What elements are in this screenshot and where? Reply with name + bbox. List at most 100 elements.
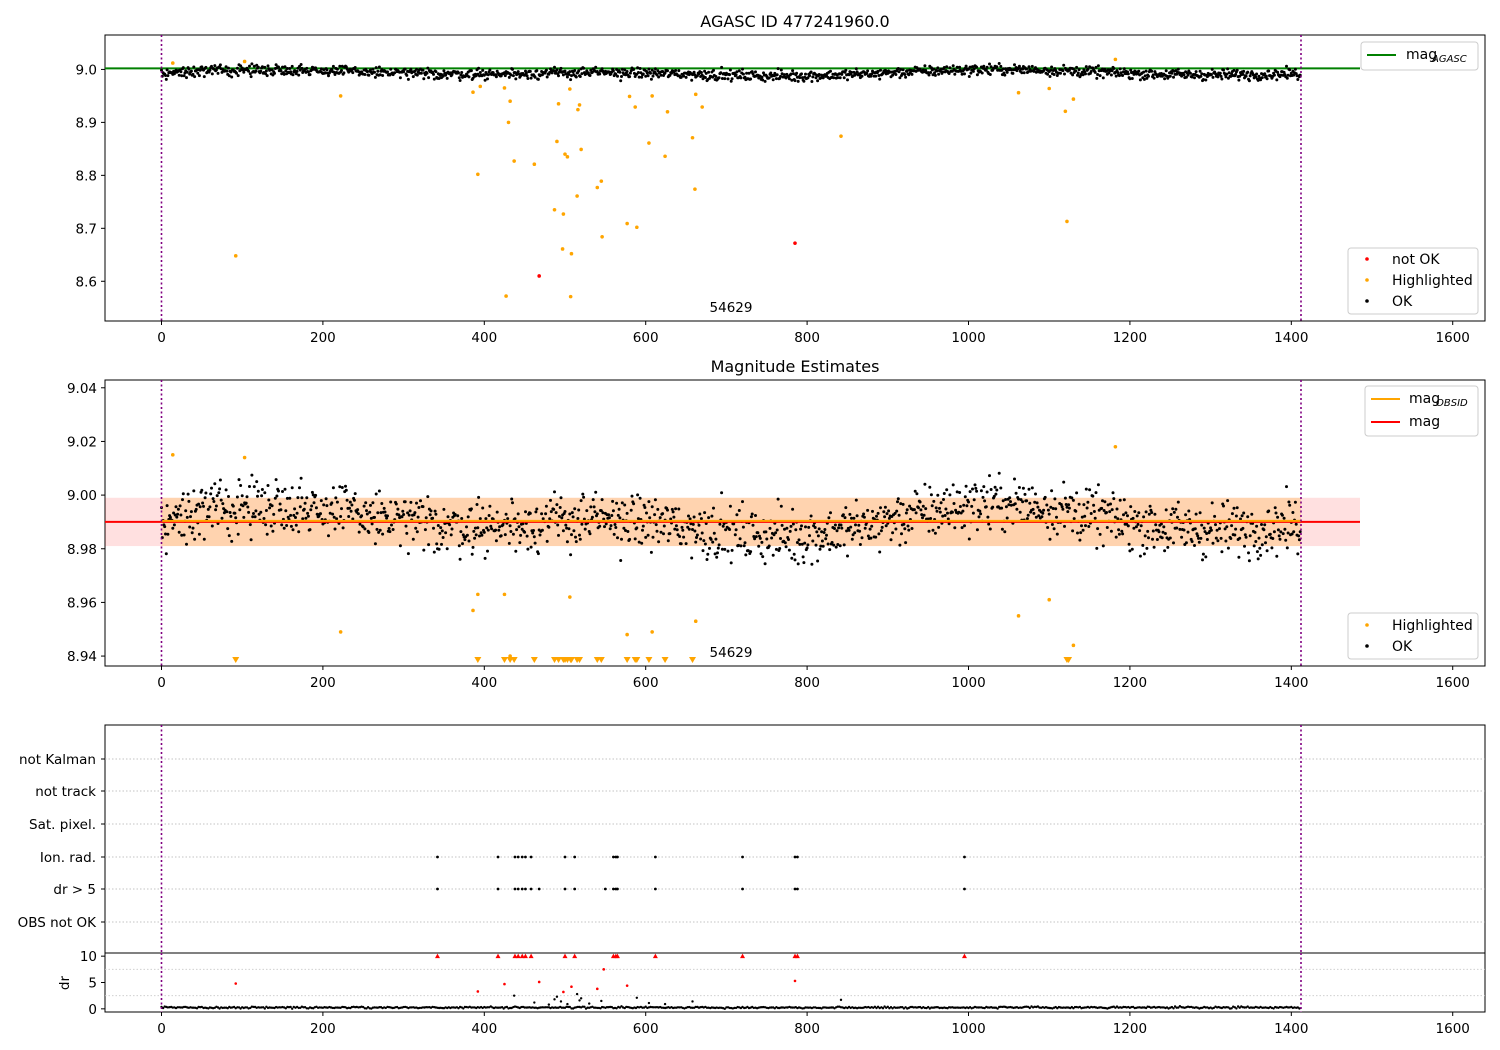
ok-point xyxy=(1113,515,1117,519)
ok-point xyxy=(1219,536,1223,540)
dr-point xyxy=(579,997,583,1000)
ok-point xyxy=(497,528,501,532)
highlighted-point xyxy=(1016,614,1021,618)
ok-point xyxy=(529,545,533,549)
ok-point xyxy=(1248,534,1252,538)
ok-point xyxy=(312,501,316,505)
ok-point xyxy=(829,511,832,515)
ok-point xyxy=(942,492,946,495)
ok-point xyxy=(164,74,167,77)
ok-point xyxy=(701,549,705,553)
ok-point xyxy=(361,525,365,529)
ok-point xyxy=(964,484,968,488)
highlighted-point xyxy=(663,154,667,159)
ok-point xyxy=(1145,546,1149,550)
ok-point xyxy=(1076,71,1080,75)
ok-point xyxy=(1033,500,1037,504)
ok-point xyxy=(549,510,553,514)
ok-point xyxy=(247,69,251,73)
ok-point xyxy=(272,512,276,516)
ok-point xyxy=(611,499,615,503)
ok-point xyxy=(538,533,542,537)
not-ok-point xyxy=(793,241,797,245)
ok-point xyxy=(349,509,353,513)
ok-point xyxy=(491,517,495,521)
ok-point xyxy=(897,513,901,517)
ok-point xyxy=(365,512,369,516)
ok-point xyxy=(554,511,558,515)
ok-point xyxy=(703,511,707,515)
ok-point xyxy=(555,503,559,507)
ok-point xyxy=(718,522,722,526)
ok-point xyxy=(687,514,690,518)
ok-point xyxy=(946,517,950,521)
ok-point xyxy=(779,74,782,78)
ok-point xyxy=(1205,532,1209,535)
ok-point xyxy=(277,65,280,69)
ok-point xyxy=(726,549,730,553)
flag-event-point xyxy=(529,887,533,891)
ok-point xyxy=(795,71,799,75)
ok-point xyxy=(1086,67,1090,71)
flag-event-point xyxy=(520,887,524,891)
highlighted-point xyxy=(242,59,247,64)
ok-point xyxy=(742,544,746,548)
ok-point xyxy=(723,77,727,81)
ok-point xyxy=(579,499,583,503)
ok-point xyxy=(936,66,940,70)
ok-point xyxy=(1133,510,1137,513)
ok-point xyxy=(906,524,910,528)
ok-point xyxy=(743,541,747,545)
ok-point xyxy=(1190,540,1194,543)
flag-event-point xyxy=(573,855,577,859)
ok-point xyxy=(189,69,193,73)
ok-point xyxy=(589,505,593,509)
out-of-range-marker xyxy=(530,657,538,663)
ok-point xyxy=(908,504,912,508)
ok-point xyxy=(776,67,780,71)
ok-point xyxy=(1176,515,1179,519)
ok-point xyxy=(656,69,660,73)
ok-point xyxy=(1075,65,1079,69)
flag-event-point xyxy=(616,887,619,891)
ok-point xyxy=(829,69,832,73)
ok-point xyxy=(377,489,381,493)
dr-point xyxy=(1172,1007,1175,1010)
ok-point xyxy=(616,74,619,78)
ok-point xyxy=(177,73,181,77)
ok-point xyxy=(910,527,914,530)
ok-point xyxy=(971,69,975,73)
ok-point xyxy=(1138,529,1142,533)
ok-point xyxy=(705,558,709,561)
ok-point xyxy=(929,493,933,497)
dr-point xyxy=(618,1006,622,1009)
highlighted-point xyxy=(625,221,629,226)
ok-point xyxy=(241,504,245,508)
ok-point xyxy=(573,507,577,511)
ok-point xyxy=(1008,496,1012,500)
ok-point xyxy=(931,73,935,77)
ok-point xyxy=(1118,498,1122,502)
ok-point xyxy=(811,75,815,79)
ok-point xyxy=(515,528,519,532)
out-of-range-marker xyxy=(597,657,605,663)
ok-point xyxy=(1109,502,1112,506)
ok-point xyxy=(616,513,620,517)
ok-point xyxy=(1003,73,1007,77)
ok-point xyxy=(528,69,532,73)
ok-point xyxy=(305,496,309,500)
ok-point xyxy=(754,70,757,74)
ok-point xyxy=(526,77,530,80)
out-of-range-marker xyxy=(555,657,563,663)
ok-point xyxy=(716,546,720,550)
ok-point xyxy=(695,533,699,537)
ok-point xyxy=(1047,512,1051,516)
ok-point xyxy=(180,533,184,537)
ok-point xyxy=(1263,72,1267,76)
ok-point xyxy=(1171,507,1175,511)
ok-point xyxy=(955,65,959,69)
ok-point xyxy=(901,502,905,506)
ok-point xyxy=(1048,75,1052,78)
out-of-range-marker xyxy=(645,657,653,663)
flag-event-point xyxy=(436,887,439,891)
